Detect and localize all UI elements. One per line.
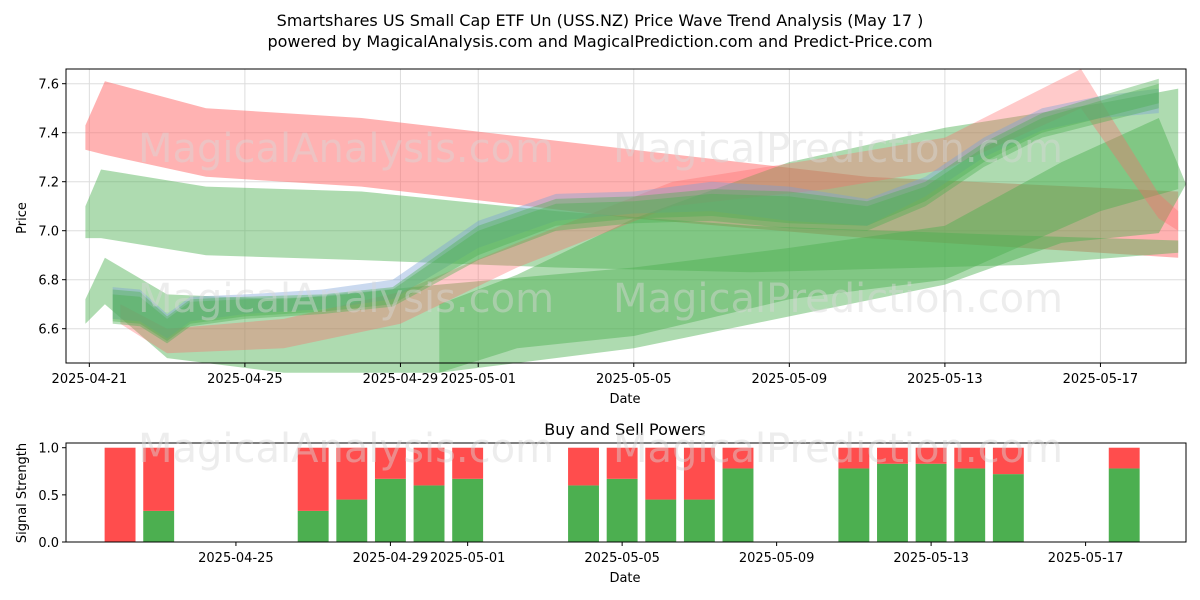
wave-band-red-wave-2 — [120, 69, 1179, 354]
sell-bar — [992, 447, 1024, 475]
buy-bar — [877, 463, 908, 542]
buy-sell-x-tick-label: 2025-04-25 — [198, 551, 274, 566]
watermark-layer: MagicalAnalysis.com MagicalPrediction.co… — [138, 126, 1063, 472]
sell-bar — [568, 447, 599, 486]
wave-band-green-wave-2 — [85, 118, 1186, 373]
price-y-tick-label: 7.2 — [38, 176, 59, 191]
wave-band-green-wave-1 — [85, 169, 1179, 273]
watermark-analysis-mid: MagicalAnalysis.com — [138, 276, 554, 322]
wave-band-price-wave-2 — [112, 78, 1159, 342]
buy-sell-y-ticks: 0.0 0.5 1.0 — [38, 442, 66, 551]
buy-sell-title: Buy and Sell Powers — [544, 420, 706, 439]
price-x-tick-label: 2025-05-17 — [1063, 372, 1139, 387]
buy-sell-x-tick-label: 2025-05-05 — [584, 551, 660, 566]
watermark-prediction-bottom: MagicalPrediction.com — [613, 426, 1063, 472]
price-y-tick-label: 7.4 — [38, 127, 59, 142]
sell-bar — [374, 447, 406, 479]
price-x-tick-label: 2025-05-05 — [596, 372, 672, 387]
wave-band-price-wave-3 — [112, 83, 1159, 344]
sell-bar — [722, 447, 754, 469]
price-y-tick-label: 7.0 — [38, 225, 59, 240]
watermark-prediction-top: MagicalPrediction.com — [613, 126, 1063, 172]
buy-sell-plot-frame — [65, 442, 1187, 543]
wave-band-price-wave-1 — [112, 88, 1159, 339]
buy-bar — [1108, 468, 1140, 542]
buy-bar — [606, 478, 638, 542]
buy-sell-x-ticks: 2025-04-25 2025-04-29 2025-05-01 2025-05-05… — [198, 542, 1123, 566]
buy-sell-panel: Buy and Sell Powers 2025-04-25 2025-04-29… — [15, 420, 1187, 586]
price-wave-bands — [85, 69, 1186, 373]
buy-bar — [722, 468, 754, 542]
sell-bar — [1108, 447, 1140, 469]
price-y-tick-label: 7.6 — [38, 78, 59, 93]
price-x-tick-label: 2025-05-01 — [440, 372, 516, 387]
buy-bar — [645, 499, 677, 542]
price-grid — [66, 69, 1186, 363]
price-x-tick-label: 2025-04-21 — [52, 372, 128, 387]
figure-title-line2: powered by MagicalAnalysis.com and Magic… — [267, 32, 932, 51]
buy-sell-x-tick-label: 2025-04-29 — [353, 551, 429, 566]
sell-bar — [143, 447, 175, 511]
buy-bar — [374, 478, 406, 542]
buy-sell-y-tick-label: 0.0 — [38, 536, 59, 551]
price-y-tick-label: 6.6 — [38, 323, 59, 338]
watermark-analysis-top: MagicalAnalysis.com — [138, 126, 554, 172]
sell-bar — [413, 447, 445, 486]
buy-bar — [838, 468, 870, 542]
buy-bar — [992, 474, 1024, 542]
sell-bar — [915, 447, 947, 464]
price-x-tick-label: 2025-05-13 — [907, 372, 983, 387]
price-y-axis-label: Price — [15, 202, 30, 234]
price-wave-panel: 2025-04-21 2025-04-25 2025-04-29 2025-05-01… — [15, 68, 1187, 407]
buy-bar — [297, 510, 329, 542]
buy-sell-y-axis-label: Signal Strength — [15, 443, 30, 543]
watermark-analysis-bottom: MagicalAnalysis.com — [138, 426, 554, 472]
price-x-tick-label: 2025-04-29 — [363, 372, 439, 387]
buy-sell-y-tick-label: 1.0 — [38, 442, 59, 457]
buy-bar — [568, 485, 599, 542]
sell-bar — [877, 447, 908, 464]
buy-bar — [683, 499, 715, 542]
price-y-ticks: 6.6 6.8 7.0 7.2 7.4 7.6 — [38, 78, 66, 338]
price-x-tick-label: 2025-04-25 — [207, 372, 283, 387]
buy-sell-y-tick-label: 0.5 — [38, 489, 59, 504]
buy-sell-x-axis-label: Date — [609, 571, 640, 586]
price-y-tick-label: 6.8 — [38, 274, 59, 289]
buy-sell-bars — [104, 447, 1140, 542]
wave-band-red-wave-1 — [85, 81, 1179, 258]
price-plot-frame — [65, 68, 1187, 364]
buy-sell-x-tick-label: 2025-05-17 — [1048, 551, 1124, 566]
buy-bar — [954, 468, 986, 542]
buy-bar — [915, 463, 947, 542]
buy-sell-x-tick-label: 2025-05-13 — [893, 551, 969, 566]
buy-bar — [336, 499, 368, 542]
sell-bar — [104, 447, 136, 542]
buy-bar — [452, 478, 484, 542]
sell-bar — [954, 447, 986, 469]
buy-bar — [413, 485, 445, 542]
figure-title-line1: Smartshares US Small Cap ETF Un (USS.NZ)… — [277, 11, 924, 30]
sell-bar — [645, 447, 677, 500]
price-x-tick-label: 2025-05-09 — [752, 372, 828, 387]
buy-sell-x-tick-label: 2025-05-09 — [739, 551, 815, 566]
wave-band-green-wave-3 — [439, 88, 1179, 373]
price-x-ticks: 2025-04-21 2025-04-25 2025-04-29 2025-05-01… — [52, 363, 1139, 387]
sell-bar — [838, 447, 870, 469]
sell-bar — [336, 447, 368, 500]
sell-bar — [606, 447, 638, 479]
buy-sell-x-tick-label: 2025-05-01 — [430, 551, 506, 566]
sell-bar — [452, 447, 484, 479]
watermark-prediction-mid: MagicalPrediction.com — [613, 276, 1063, 322]
price-x-axis-label: Date — [609, 392, 640, 407]
sell-bar — [683, 447, 715, 500]
buy-bar — [143, 510, 175, 542]
sell-bar — [297, 447, 329, 511]
